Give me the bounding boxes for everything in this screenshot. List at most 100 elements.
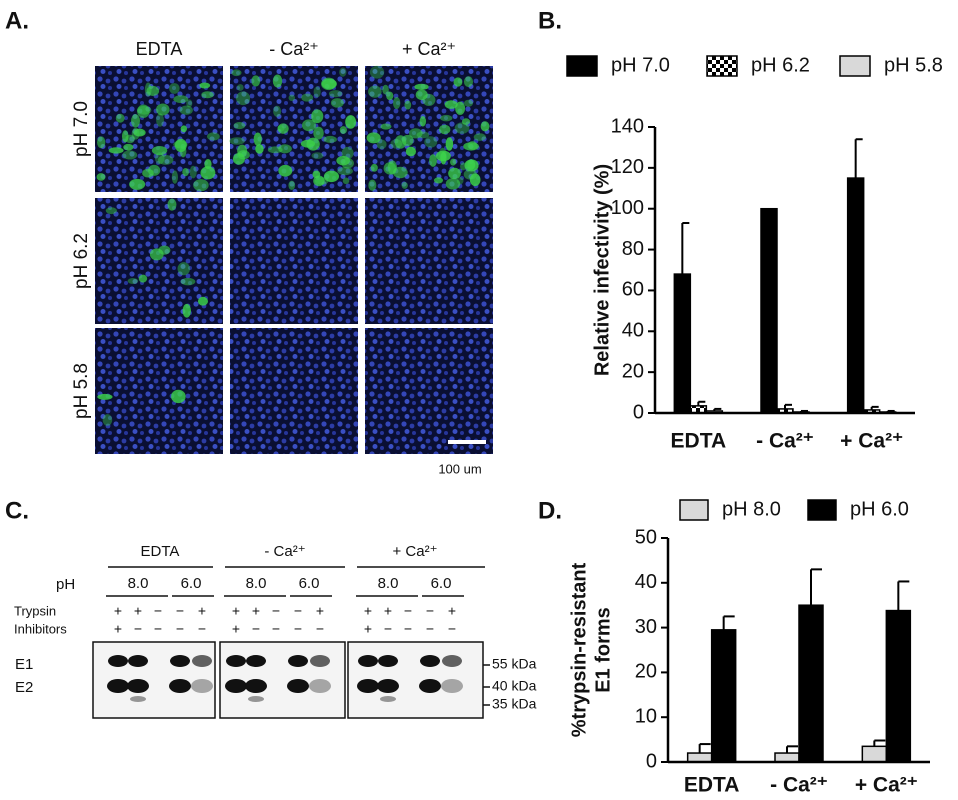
inhibitor-sign: −: [198, 621, 206, 637]
infected-cell: [277, 125, 285, 132]
group-label: - Ca²⁺: [264, 543, 305, 560]
infected-cell: [173, 95, 189, 104]
infected-cell: [156, 113, 164, 127]
band-label: E1: [15, 656, 33, 673]
infected-cell: [272, 74, 283, 88]
x-tick-label: - Ca²⁺: [770, 774, 828, 797]
infected-cell: [121, 130, 129, 143]
band: [246, 655, 266, 667]
x-tick-label: + Ca²⁺: [840, 430, 903, 453]
infected-cell: [328, 90, 343, 98]
band: [309, 679, 331, 693]
infected-cell: [473, 133, 486, 141]
legend-swatch: [807, 499, 837, 521]
band: [287, 679, 309, 693]
panel-label: D.: [538, 497, 562, 524]
infected-cell: [454, 122, 470, 134]
band: [245, 679, 267, 693]
legend-label: pH 7.0: [611, 54, 670, 76]
infected-cell: [171, 170, 178, 184]
infected-cell: [171, 389, 186, 404]
infected-cell: [229, 137, 245, 145]
inhibitor-sign: −: [384, 621, 392, 637]
inhibitor-sign: −: [404, 621, 412, 637]
x-tick-label: - Ca²⁺: [756, 430, 814, 453]
trypsin-sign: +: [114, 603, 122, 619]
infected-cell: [392, 96, 401, 110]
inhibitor-sign: −: [154, 621, 162, 637]
infected-cell: [129, 178, 146, 190]
infected-cell: [409, 128, 423, 139]
infected-cell: [278, 164, 293, 177]
infected-cell: [267, 146, 283, 154]
infected-cell: [151, 145, 168, 156]
band: [169, 679, 191, 693]
y-axis-label: Relative infectivity (%): [591, 164, 613, 376]
infected-cell: [433, 177, 443, 184]
infected-cell: [404, 100, 412, 110]
trypsin-sign: −: [404, 603, 412, 619]
infected-cell: [193, 179, 209, 192]
infected-cell: [237, 150, 250, 160]
infected-cell: [345, 115, 357, 129]
y-tick-label: 40: [635, 571, 657, 593]
infected-cell: [463, 76, 474, 88]
infected-cell: [131, 114, 141, 128]
infected-cell: [445, 137, 454, 151]
trypsin-sign: +: [384, 603, 392, 619]
infected-cell: [255, 144, 264, 154]
infected-cell: [405, 146, 416, 157]
inhibitor-sign: −: [294, 621, 302, 637]
infected-cell: [102, 414, 113, 426]
infected-cell: [251, 75, 261, 87]
infected-cell: [419, 116, 427, 127]
infected-cell: [157, 155, 174, 165]
infected-cell: [174, 138, 187, 153]
infected-cell: [445, 178, 461, 190]
cell-image: [230, 198, 358, 324]
infected-cell: [369, 65, 385, 79]
legend-swatch: [566, 55, 598, 77]
infected-cell: [156, 103, 170, 116]
trypsin-sign: −: [154, 603, 162, 619]
infected-cell: [480, 121, 490, 132]
band: [310, 655, 330, 667]
y-tick-label: 20: [622, 360, 644, 382]
inhibitor-sign: +: [232, 621, 240, 637]
infected-cell: [339, 67, 347, 77]
infected-cell: [189, 165, 197, 179]
infected-cell: [142, 168, 154, 178]
infected-cell: [368, 179, 377, 191]
y-tick-label: 30: [635, 616, 657, 638]
y-tick-label: 140: [611, 115, 644, 137]
band: [377, 679, 399, 693]
row-label: pH 6.2: [71, 233, 92, 289]
band: [192, 655, 212, 667]
infected-cell: [236, 84, 244, 91]
infected-cell: [438, 147, 447, 161]
ph-value: 8.0: [128, 575, 149, 592]
band: [248, 696, 264, 702]
trypsin-sign: −: [294, 603, 302, 619]
infected-cell: [177, 262, 190, 276]
infected-cell: [277, 123, 289, 134]
infected-cell: [337, 167, 353, 176]
bar: [861, 745, 888, 763]
infected-cell: [386, 91, 394, 101]
trypsin-sign: +: [232, 603, 240, 619]
infected-cell: [180, 125, 187, 133]
y-axis-label: E1 forms: [592, 607, 614, 693]
y-tick-label: 120: [611, 156, 644, 178]
y-tick-label: 40: [622, 320, 644, 342]
infected-cell: [123, 143, 134, 151]
x-tick-label: + Ca²⁺: [855, 774, 918, 797]
infected-cell: [236, 91, 251, 106]
inhibitor-sign: −: [426, 621, 434, 637]
infected-cell: [154, 152, 165, 165]
infected-cell: [368, 85, 382, 98]
group-label: + Ca²⁺: [392, 543, 437, 560]
bar: [760, 207, 778, 414]
infected-cell: [440, 151, 447, 165]
infected-cell: [288, 94, 296, 102]
